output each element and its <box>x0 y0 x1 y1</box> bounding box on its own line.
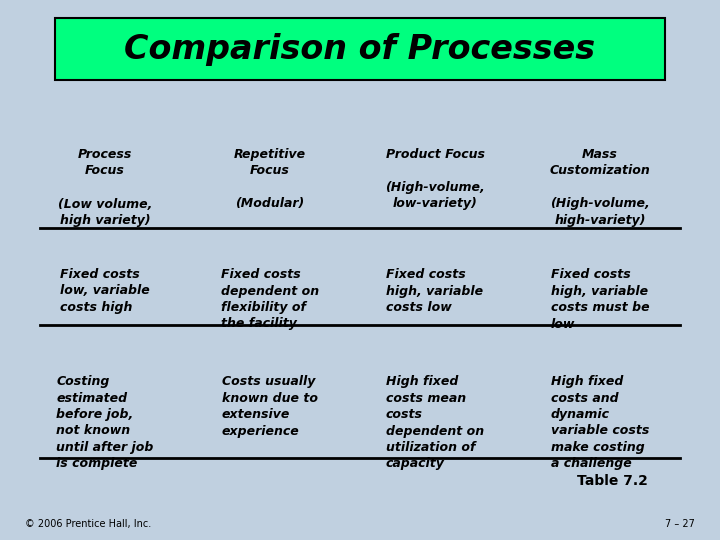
Text: High fixed
costs and
dynamic
variable costs
make costing
a challenge: High fixed costs and dynamic variable co… <box>551 375 649 470</box>
Text: Fixed costs
low, variable
costs high: Fixed costs low, variable costs high <box>60 268 150 314</box>
Text: Table 7.2: Table 7.2 <box>577 474 648 488</box>
Text: Fixed costs
high, variable
costs low: Fixed costs high, variable costs low <box>387 268 484 314</box>
Text: Comparison of Processes: Comparison of Processes <box>125 32 595 65</box>
Text: Mass
Customization

(High-volume,
high-variety): Mass Customization (High-volume, high-va… <box>549 148 650 227</box>
Text: Costing
estimated
before job,
not known
until after job
is complete: Costing estimated before job, not known … <box>56 375 153 470</box>
Text: High fixed
costs mean
costs
dependent on
utilization of
capacity: High fixed costs mean costs dependent on… <box>386 375 484 470</box>
Text: Repetitive
Focus

(Modular): Repetitive Focus (Modular) <box>234 148 306 211</box>
Text: Fixed costs
high, variable
costs must be
low: Fixed costs high, variable costs must be… <box>551 268 649 330</box>
Text: Product Focus

(High-volume,
low-variety): Product Focus (High-volume, low-variety) <box>385 148 485 211</box>
Text: Process
Focus

(Low volume,
high variety): Process Focus (Low volume, high variety) <box>58 148 152 227</box>
FancyBboxPatch shape <box>55 18 665 80</box>
Text: 7 – 27: 7 – 27 <box>665 519 695 529</box>
Text: © 2006 Prentice Hall, Inc.: © 2006 Prentice Hall, Inc. <box>25 519 151 529</box>
Text: Costs usually
known due to
extensive
experience: Costs usually known due to extensive exp… <box>222 375 318 437</box>
Text: Fixed costs
dependent on
flexibility of
the facility: Fixed costs dependent on flexibility of … <box>221 268 319 330</box>
